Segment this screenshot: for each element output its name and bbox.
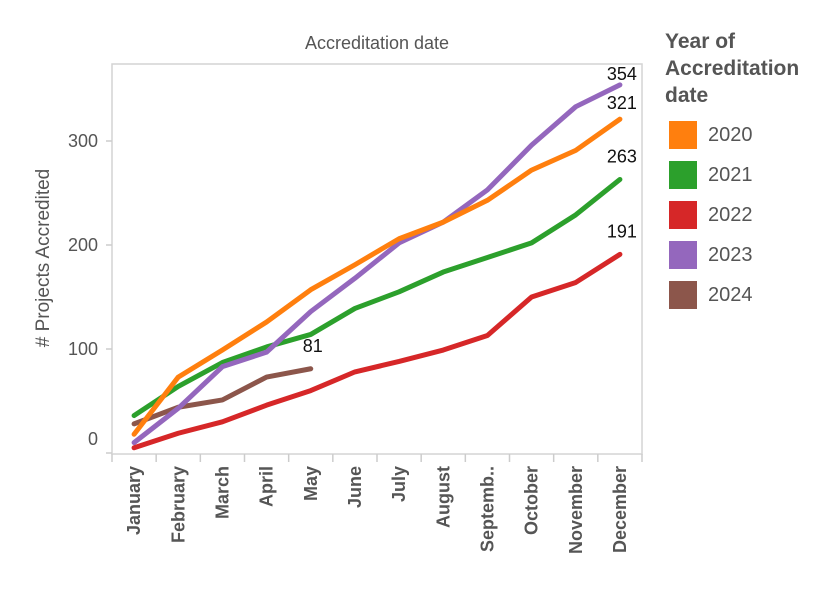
legend-label: 2024 [708, 283, 753, 306]
legend-swatch-icon [669, 241, 697, 269]
legend-item-2023[interactable]: 2023 [665, 235, 835, 275]
x-tick-label: April [257, 466, 277, 507]
series-line-2020 [131, 116, 623, 437]
series-line-2023 [131, 82, 623, 446]
x-tick-label: August [433, 466, 453, 528]
legend-label: 2022 [708, 203, 753, 226]
x-tick-label: July [389, 466, 409, 502]
x-tick-label: May [301, 466, 321, 501]
legend-swatch-icon [669, 161, 697, 189]
legend-swatch-icon [669, 201, 697, 229]
legend-item-2022[interactable]: 2022 [665, 195, 835, 235]
x-tick-label: March [212, 466, 232, 519]
x-tick-label: Septemb.. [477, 466, 497, 552]
y-axis-label: # Projects Accredited [33, 169, 54, 347]
legend-items: 2020 2021 2022 2023 2024 [665, 115, 835, 315]
legend-title: Year of Accreditation date [665, 30, 800, 107]
y-tick-label: 300 [68, 131, 98, 151]
series-layer [131, 82, 623, 451]
legend-item-2024[interactable]: 2024 [665, 275, 835, 315]
y-tick-label: 100 [68, 339, 98, 359]
legend-label: 2021 [708, 163, 753, 186]
x-tick-label: January [124, 466, 144, 535]
legend-label: 2020 [708, 123, 753, 146]
end-label-2021: 263 [607, 146, 637, 166]
legend-swatch-icon [669, 121, 697, 149]
chart-title: Accreditation date [305, 33, 449, 53]
y-axis: 0 100 200 300 [68, 131, 112, 454]
legend-label: 2023 [708, 243, 753, 266]
y-tick-label: 200 [68, 235, 98, 255]
x-tick-label: December [610, 466, 630, 553]
x-tick-label: October [522, 466, 542, 535]
legend-item-2020[interactable]: 2020 [665, 115, 835, 155]
legend: Year of Accreditation date 2020 2021 2022 2… [665, 28, 835, 315]
y-tick-label: 0 [88, 429, 98, 449]
series-line-2021 [131, 176, 623, 419]
end-label-2022: 191 [607, 221, 637, 241]
data-labels: 321 263 191 354 81 [303, 64, 637, 356]
x-tick-label: February [168, 466, 188, 543]
series-line-2022 [131, 251, 623, 451]
x-axis: January February March April May June July Augu… [111, 454, 643, 554]
legend-swatch-icon [669, 281, 697, 309]
end-label-2024: 81 [303, 336, 323, 356]
x-tick-label: June [345, 466, 365, 508]
end-label-2023: 354 [607, 64, 637, 84]
legend-item-2021[interactable]: 2021 [665, 155, 835, 195]
end-label-2020: 321 [607, 93, 637, 113]
x-tick-label: November [566, 466, 586, 554]
